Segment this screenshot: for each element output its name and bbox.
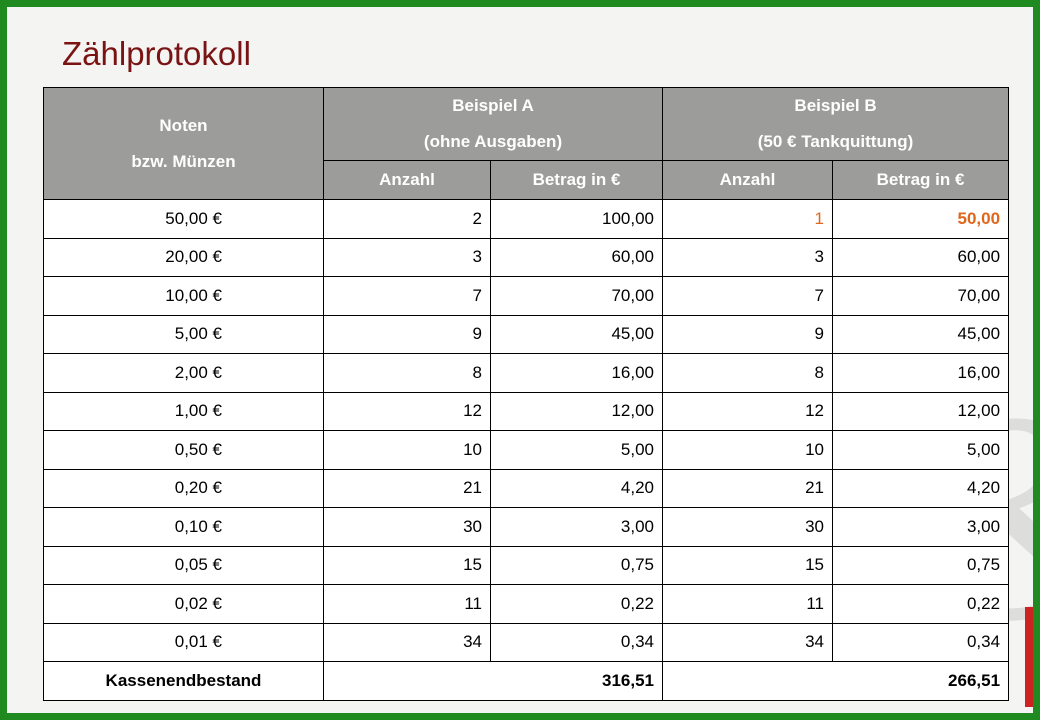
- a-count-cell: 15: [323, 545, 491, 585]
- total-row: Kassenendbestand 316,51 266,51: [43, 661, 1010, 701]
- total-b: 266,51: [662, 661, 1010, 701]
- a-count-cell: 9: [323, 314, 491, 354]
- header-example-b-line1: Beispiel B: [794, 96, 877, 115]
- header-example-b-line2: (50 € Tankquittung): [757, 132, 914, 151]
- a-amount-cell: 70,00: [489, 276, 664, 316]
- total-label: Kassenendbestand: [43, 661, 324, 701]
- denomination-cell: 50,00 €: [43, 199, 324, 239]
- table-row: 20,00 € 3 60,00 3 60,00: [43, 237, 1010, 277]
- b-count-cell: 3: [662, 237, 834, 277]
- b-amount-cell: 12,00: [832, 391, 1010, 431]
- red-accent-bar: [1025, 607, 1033, 707]
- page-title: Zählprotokoll: [62, 35, 251, 72]
- subheader-b-count: Anzahl: [662, 160, 834, 200]
- denomination-cell: 0,50 €: [43, 430, 324, 470]
- a-count-cell: 3: [323, 237, 491, 277]
- b-count-cell: 9: [662, 314, 834, 354]
- subheader-a-count: Anzahl: [323, 160, 491, 200]
- a-amount-cell: 0,34: [489, 622, 664, 662]
- table-row: 10,00 € 7 70,00 7 70,00: [43, 276, 1010, 316]
- header-denomination: Noten bzw. Münzen: [43, 87, 324, 200]
- a-amount-cell: 16,00: [489, 353, 664, 393]
- b-amount-cell: 5,00: [832, 430, 1010, 470]
- header-example-a-line1: Beispiel A: [452, 96, 534, 115]
- b-amount-cell: 4,20: [832, 468, 1010, 508]
- denomination-cell: 0,10 €: [43, 507, 324, 547]
- denomination-cell: 20,00 €: [43, 237, 324, 277]
- denomination-cell: 0,05 €: [43, 545, 324, 585]
- table-row: 50,00 € 2 100,00 1 50,00: [43, 199, 1010, 239]
- header-example-b: Beispiel B (50 € Tankquittung): [662, 87, 1010, 161]
- a-count-cell: 30: [323, 507, 491, 547]
- b-count-cell: 10: [662, 430, 834, 470]
- a-count-cell: 2: [323, 199, 491, 239]
- total-a: 316,51: [322, 661, 664, 701]
- a-count-cell: 7: [323, 276, 491, 316]
- b-count-cell: 1: [662, 199, 834, 239]
- a-amount-cell: 3,00: [489, 507, 664, 547]
- denomination-cell: 10,00 €: [43, 276, 324, 316]
- header-denomination-line1: Noten: [159, 115, 208, 135]
- b-count-cell: 8: [662, 353, 834, 393]
- subheader-row: Anzahl Betrag in € Anzahl Betrag in €: [44, 160, 1010, 200]
- table-row: 0,05 € 15 0,75 15 0,75: [43, 545, 1010, 585]
- a-amount-cell: 100,00: [489, 199, 664, 239]
- b-amount-cell: 45,00: [832, 314, 1010, 354]
- table-row: 0,01 € 34 0,34 34 0,34: [43, 622, 1010, 662]
- b-count-cell: 30: [662, 507, 834, 547]
- b-count-cell: 11: [662, 584, 834, 624]
- b-count-cell: 21: [662, 468, 834, 508]
- denomination-cell: 2,00 €: [43, 353, 324, 393]
- table-row: 0,20 € 21 4,20 21 4,20: [43, 468, 1010, 508]
- subheader-a-amount: Betrag in €: [489, 160, 664, 200]
- b-count-cell: 12: [662, 391, 834, 431]
- b-amount-cell: 0,22: [832, 584, 1010, 624]
- table-row: 5,00 € 9 45,00 9 45,00: [43, 314, 1010, 354]
- count-table: Noten bzw. Münzen Beispiel A (ohne Ausga…: [43, 87, 1010, 701]
- b-amount-cell: 3,00: [832, 507, 1010, 547]
- b-amount-cell: 50,00: [832, 199, 1010, 239]
- a-amount-cell: 4,20: [489, 468, 664, 508]
- a-count-cell: 21: [323, 468, 491, 508]
- header-row: Noten bzw. Münzen Beispiel A (ohne Ausga…: [43, 87, 1010, 200]
- a-amount-cell: 5,00: [489, 430, 664, 470]
- header-denomination-line2: bzw. Münzen: [131, 151, 236, 171]
- denomination-cell: 0,20 €: [43, 468, 324, 508]
- a-amount-cell: 0,75: [489, 545, 664, 585]
- denomination-cell: 0,02 €: [43, 584, 324, 624]
- b-amount-cell: 60,00: [832, 237, 1010, 277]
- b-amount-cell: 0,34: [832, 622, 1010, 662]
- table-row: 1,00 € 12 12,00 12 12,00: [43, 391, 1010, 431]
- a-amount-cell: 45,00: [489, 314, 664, 354]
- b-count-cell: 34: [662, 622, 834, 662]
- b-amount-cell: 0,75: [832, 545, 1010, 585]
- table-row: 2,00 € 8 16,00 8 16,00: [43, 353, 1010, 393]
- denomination-cell: 1,00 €: [43, 391, 324, 431]
- a-amount-cell: 60,00: [489, 237, 664, 277]
- a-amount-cell: 12,00: [489, 391, 664, 431]
- b-amount-cell: 16,00: [832, 353, 1010, 393]
- a-count-cell: 34: [323, 622, 491, 662]
- a-count-cell: 8: [323, 353, 491, 393]
- table-row: 0,02 € 11 0,22 11 0,22: [43, 584, 1010, 624]
- b-count-cell: 7: [662, 276, 834, 316]
- table-row: 0,50 € 10 5,00 10 5,00: [43, 430, 1010, 470]
- a-amount-cell: 0,22: [489, 584, 664, 624]
- b-count-cell: 15: [662, 545, 834, 585]
- denomination-cell: 5,00 €: [43, 314, 324, 354]
- a-count-cell: 11: [323, 584, 491, 624]
- slide: & Zählprotokoll Noten bzw. Münzen Beispi…: [7, 7, 1033, 713]
- a-count-cell: 12: [323, 391, 491, 431]
- denomination-cell: 0,01 €: [43, 622, 324, 662]
- header-example-a: Beispiel A (ohne Ausgaben): [322, 87, 664, 161]
- header-example-a-line2: (ohne Ausgaben): [423, 132, 563, 151]
- b-amount-cell: 70,00: [832, 276, 1010, 316]
- a-count-cell: 10: [323, 430, 491, 470]
- table-row: 0,10 € 30 3,00 30 3,00: [43, 507, 1010, 547]
- subheader-b-amount: Betrag in €: [832, 160, 1010, 200]
